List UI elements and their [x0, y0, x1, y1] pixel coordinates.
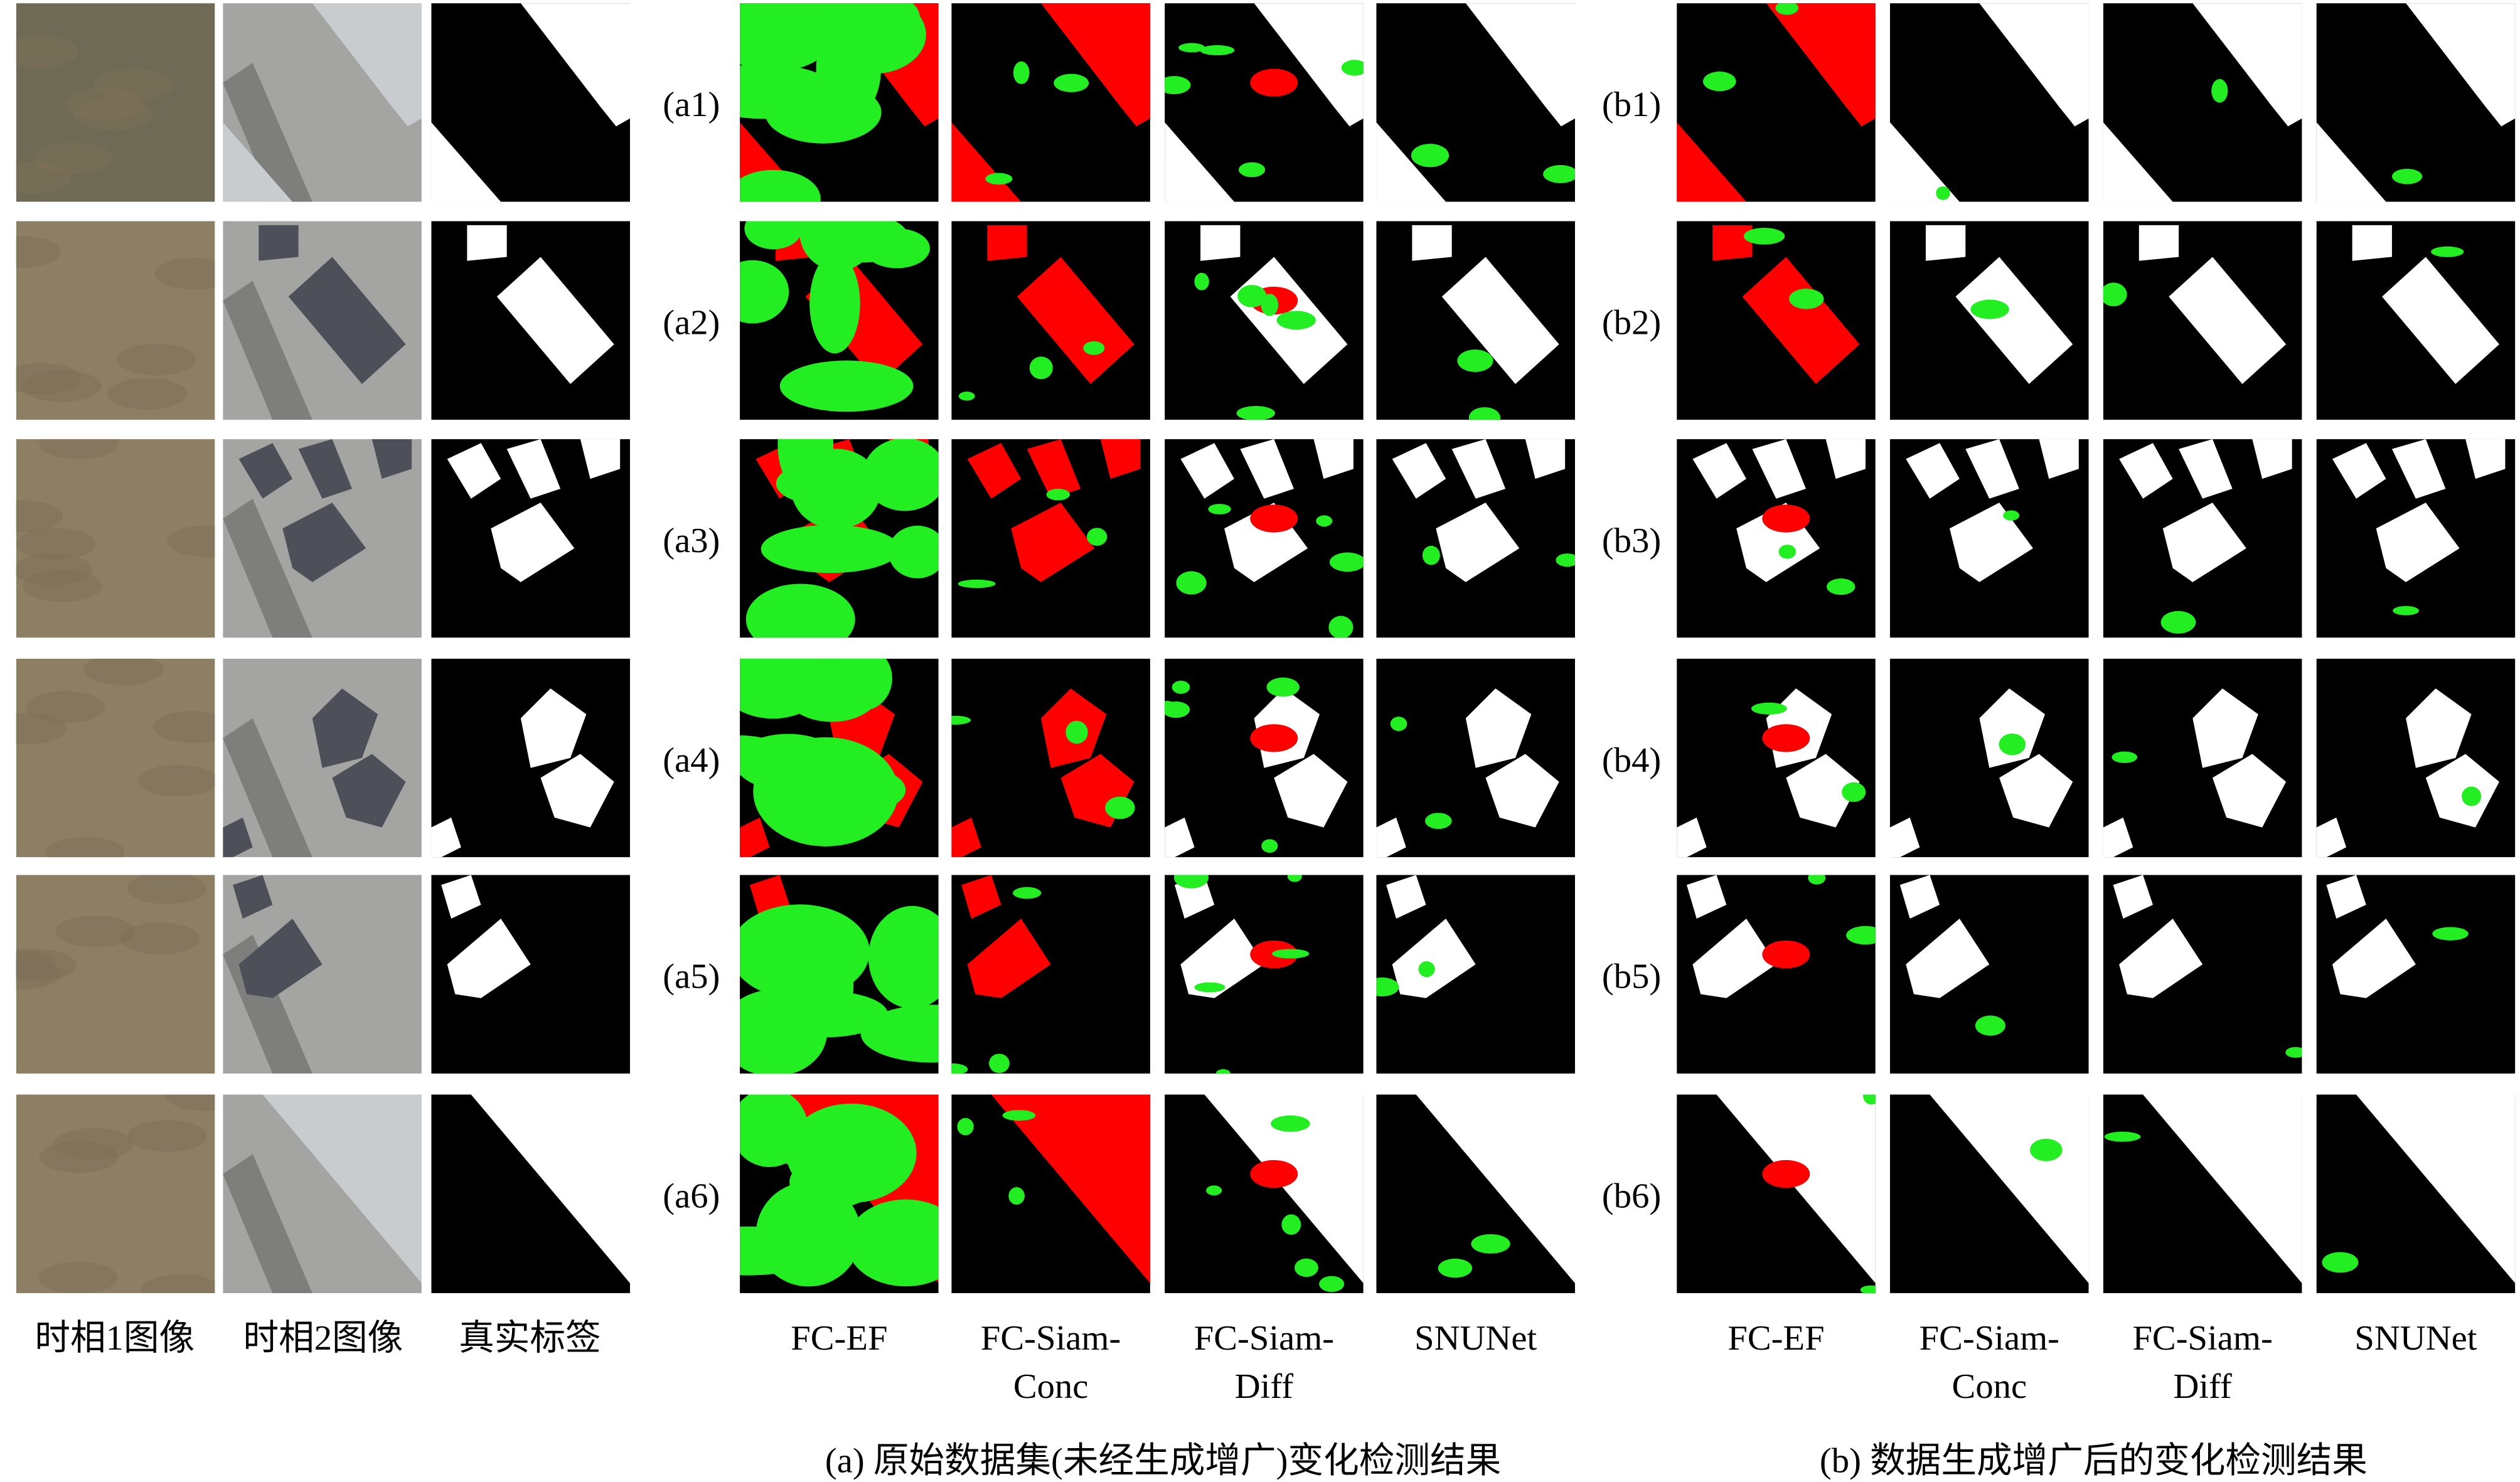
row-label: (a3): [663, 521, 720, 560]
prediction: [951, 439, 1150, 638]
caption: (b) 数据生成增广后的变化检测结果: [1820, 1442, 2368, 1481]
prediction: [1677, 3, 1876, 202]
image-t1: [16, 221, 215, 420]
prediction: [2103, 439, 2302, 638]
prediction: [1677, 439, 1876, 638]
prediction: [1376, 1094, 1575, 1293]
prediction: [2103, 221, 2302, 420]
image-t1: [16, 3, 215, 202]
method-label: FC-EF: [1727, 1319, 1824, 1358]
ground-truth: [431, 658, 630, 858]
image-t2: [223, 1094, 422, 1293]
prediction: [1165, 439, 1364, 638]
prediction: [1890, 658, 2089, 858]
image-t2: [223, 3, 422, 202]
prediction: [740, 221, 939, 420]
row-label: (a6): [663, 1177, 720, 1216]
prediction: [1376, 658, 1575, 858]
prediction: [1376, 875, 1575, 1074]
method-label: FC-Siam-: [1919, 1319, 2059, 1358]
prediction: [2316, 1094, 2516, 1293]
prediction: [951, 875, 1150, 1074]
method-label: Diff: [1235, 1367, 1293, 1406]
prediction: [1890, 3, 2089, 202]
prediction: [2316, 3, 2516, 202]
method-label: Conc: [1013, 1367, 1089, 1406]
prediction: [951, 3, 1150, 202]
prediction: [1165, 875, 1364, 1074]
column-label: 时相2图像: [243, 1319, 403, 1358]
column-label: 时相1图像: [35, 1319, 195, 1358]
image-t2: [223, 658, 422, 858]
prediction: [2316, 221, 2516, 420]
prediction: [2316, 439, 2516, 638]
prediction: [951, 658, 1150, 858]
prediction: [2103, 1094, 2302, 1293]
prediction: [1165, 221, 1364, 420]
row-label: (b2): [1602, 304, 1661, 343]
prediction: [1376, 439, 1575, 638]
ground-truth: [431, 875, 630, 1074]
image-t1: [16, 439, 215, 638]
prediction: [2103, 3, 2302, 202]
ground-truth: [431, 3, 631, 202]
prediction: [1677, 875, 1876, 1074]
row-label: (b3): [1602, 521, 1661, 560]
prediction: [740, 658, 939, 858]
prediction: [2316, 658, 2516, 858]
prediction: [951, 221, 1150, 420]
prediction: [951, 1094, 1150, 1293]
ground-truth: [431, 439, 630, 638]
prediction: [2316, 875, 2516, 1074]
prediction: [1677, 1094, 1876, 1293]
method-label: FC-Siam-: [981, 1319, 1121, 1358]
image-t1: [16, 658, 215, 858]
prediction: [1890, 1094, 2089, 1293]
prediction: [1376, 221, 1575, 420]
prediction: [1376, 3, 1575, 202]
method-label: Conc: [1952, 1367, 2027, 1406]
row-label: (b1): [1602, 85, 1661, 124]
ground-truth: [431, 221, 630, 420]
prediction: [740, 875, 939, 1074]
row-label: (b5): [1602, 957, 1661, 996]
prediction: [1677, 658, 1876, 858]
caption: (a) 原始数据集(未经生成增广)变化检测结果: [825, 1442, 1501, 1481]
ground-truth: [431, 1094, 631, 1293]
image-t2: [223, 221, 422, 420]
prediction: [740, 3, 939, 202]
row-label: (a1): [663, 85, 720, 124]
prediction: [1890, 439, 2089, 638]
image-t1: [16, 875, 215, 1074]
method-label: FC-Siam-: [1194, 1319, 1334, 1358]
image-t2: [223, 875, 422, 1074]
row-label: (a5): [663, 957, 720, 996]
image-t2: [223, 439, 422, 638]
prediction: [2103, 875, 2302, 1074]
prediction: [1165, 1094, 1364, 1293]
method-label: SNUNet: [1414, 1319, 1537, 1358]
column-label: 真实标签: [459, 1319, 601, 1358]
prediction: [1677, 221, 1876, 420]
row-label: (b6): [1602, 1177, 1661, 1216]
prediction: [2103, 658, 2302, 858]
row-label: (a4): [663, 741, 720, 780]
prediction: [1890, 875, 2089, 1074]
prediction: [740, 439, 939, 638]
prediction: [1165, 658, 1364, 858]
prediction: [1890, 221, 2089, 420]
row-label: (b4): [1602, 741, 1661, 780]
prediction: [1165, 3, 1364, 202]
method-label: FC-EF: [791, 1319, 887, 1358]
row-label: (a2): [663, 304, 720, 343]
prediction: [740, 1094, 939, 1293]
method-label: FC-Siam-: [2132, 1319, 2272, 1358]
method-label: Diff: [2173, 1367, 2231, 1406]
method-label: SNUNet: [2354, 1319, 2477, 1358]
image-t1: [16, 1094, 215, 1293]
